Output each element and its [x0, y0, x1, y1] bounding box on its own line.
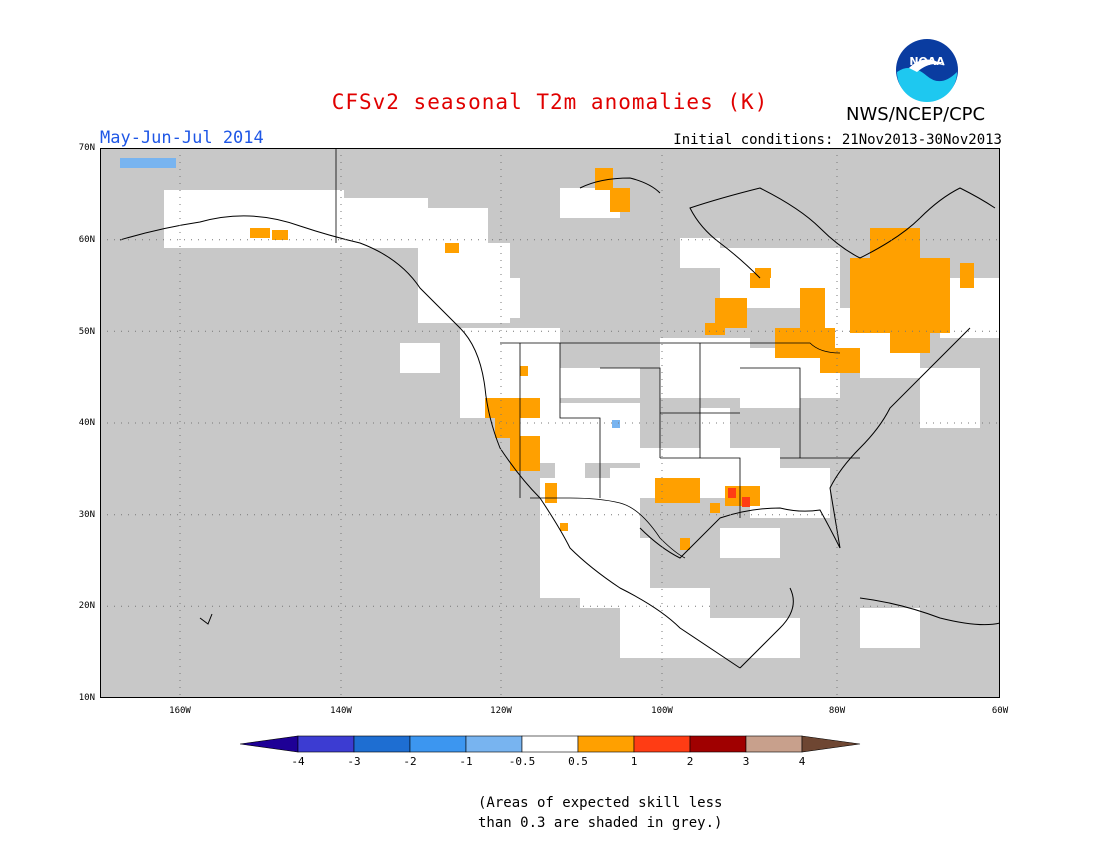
cbar-seg-4 [465, 735, 523, 753]
cbar-seg-0 [240, 735, 299, 753]
cbar-seg-7 [633, 735, 691, 753]
strong-anomaly-regions [728, 488, 750, 507]
political-borders [335, 148, 860, 559]
cbar-seg-3 [409, 735, 467, 753]
initial-conditions-label: Initial conditions: 21Nov2013-30Nov2013 [673, 132, 1002, 148]
lon-label-140w: 140W [330, 706, 352, 716]
cbar-seg-10 [801, 735, 861, 753]
noaa-logo: NOAA [896, 39, 958, 102]
lat-label-60n: 60N [78, 235, 95, 245]
lon-label-80w: 80W [828, 706, 846, 716]
cbar-label: 3 [742, 755, 750, 768]
cbar-seg-9 [745, 735, 803, 753]
noaa-logo-text: NOAA [909, 55, 945, 68]
skill-footnote: (Areas of expected skill less than 0.3 a… [478, 793, 722, 833]
coastlines [119, 177, 1000, 669]
lon-label-160w: 160W [169, 706, 191, 716]
lat-label-20n: 20N [78, 601, 95, 611]
gridlines [100, 148, 1000, 698]
cbar-label: -0.5 [508, 755, 536, 768]
lat-label-50n: 50N [78, 327, 95, 337]
lon-label-120w: 120W [490, 706, 512, 716]
cbar-label: 0.5 [568, 755, 588, 768]
map-frame [100, 148, 1000, 698]
map-title: CFSv2 seasonal T2m anomalies (K) [331, 90, 769, 114]
lat-label-70n: 70N [78, 143, 95, 153]
lon-label-100w: 100W [651, 706, 673, 716]
negative-anomaly-regions [120, 158, 620, 428]
lon-label-60w: 60W [991, 706, 1009, 716]
lat-label-10n: 10N [78, 693, 95, 703]
cbar-seg-2 [353, 735, 411, 753]
anomaly-map [100, 148, 1000, 698]
cbar-label: -1 [459, 755, 473, 768]
cbar-label: 4 [798, 755, 806, 768]
footnote-line-2: than 0.3 are shaded in grey.) [478, 815, 723, 831]
footnote-line-1: (Areas of expected skill less [478, 795, 723, 811]
cbar-seg-6 [577, 735, 635, 753]
color-bar [240, 735, 861, 753]
cbar-seg-1 [297, 735, 355, 753]
season-label: May-Jun-Jul 2014 [100, 128, 264, 148]
cbar-label: -2 [403, 755, 417, 768]
lat-label-30n: 30N [78, 510, 95, 520]
cbar-seg-8 [689, 735, 747, 753]
cbar-label: 2 [686, 755, 694, 768]
cbar-seg-5 [521, 735, 579, 753]
positive-anomaly-regions [250, 168, 974, 550]
lat-label-40n: 40N [78, 418, 95, 428]
agency-label: NWS/NCEP/CPC [846, 104, 986, 125]
cbar-label: -3 [347, 755, 361, 768]
cbar-label: 1 [630, 755, 638, 768]
cbar-label: -4 [291, 755, 305, 768]
